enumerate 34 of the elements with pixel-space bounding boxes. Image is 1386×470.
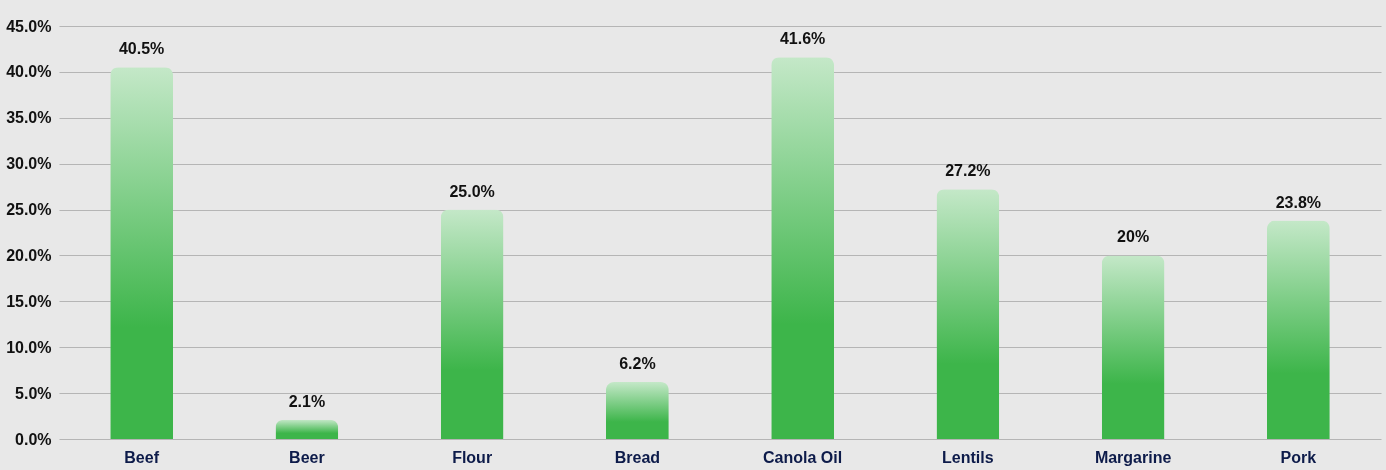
data-label: 20% [1117, 228, 1150, 246]
data-label: 41.6% [779, 30, 826, 48]
x-tick-label: Flour [452, 448, 493, 466]
y-tick-label: 25.0% [6, 201, 52, 219]
y-tick-label: 40.0% [6, 63, 52, 81]
x-tick-label: Beer [289, 448, 325, 466]
bar [440, 209, 504, 439]
x-tick-label: Canola Oil [763, 448, 843, 466]
bar [275, 419, 339, 439]
bar [605, 382, 669, 439]
bar [110, 67, 174, 439]
data-label: 25.0% [449, 182, 495, 200]
data-label: 23.8% [1275, 193, 1322, 211]
y-tick-label: 15.0% [6, 292, 52, 310]
y-tick-label: 5.0% [15, 384, 52, 402]
x-tick-label: Bread [614, 448, 661, 466]
bar [1101, 255, 1165, 439]
x-tick-label: Beef [124, 448, 160, 466]
y-tick-label: 35.0% [6, 109, 52, 127]
x-tick-label: Lentils [942, 448, 994, 466]
y-tick-label: 20.0% [6, 246, 52, 264]
x-tick-label: Margarine [1094, 448, 1172, 466]
bar [936, 189, 1000, 439]
y-tick-label: 30.0% [6, 155, 52, 173]
data-label: 6.2% [619, 355, 656, 373]
y-tick-label: 0.0% [15, 430, 52, 448]
bar [1266, 220, 1330, 439]
y-tick-label: 10.0% [6, 338, 52, 356]
bar [771, 57, 835, 439]
x-tick-label: Pork [1280, 448, 1317, 466]
data-label: 27.2% [945, 162, 991, 180]
data-label: 40.5% [118, 40, 165, 58]
y-tick-label: 45.0% [6, 17, 52, 35]
data-label: 2.1% [288, 392, 326, 410]
